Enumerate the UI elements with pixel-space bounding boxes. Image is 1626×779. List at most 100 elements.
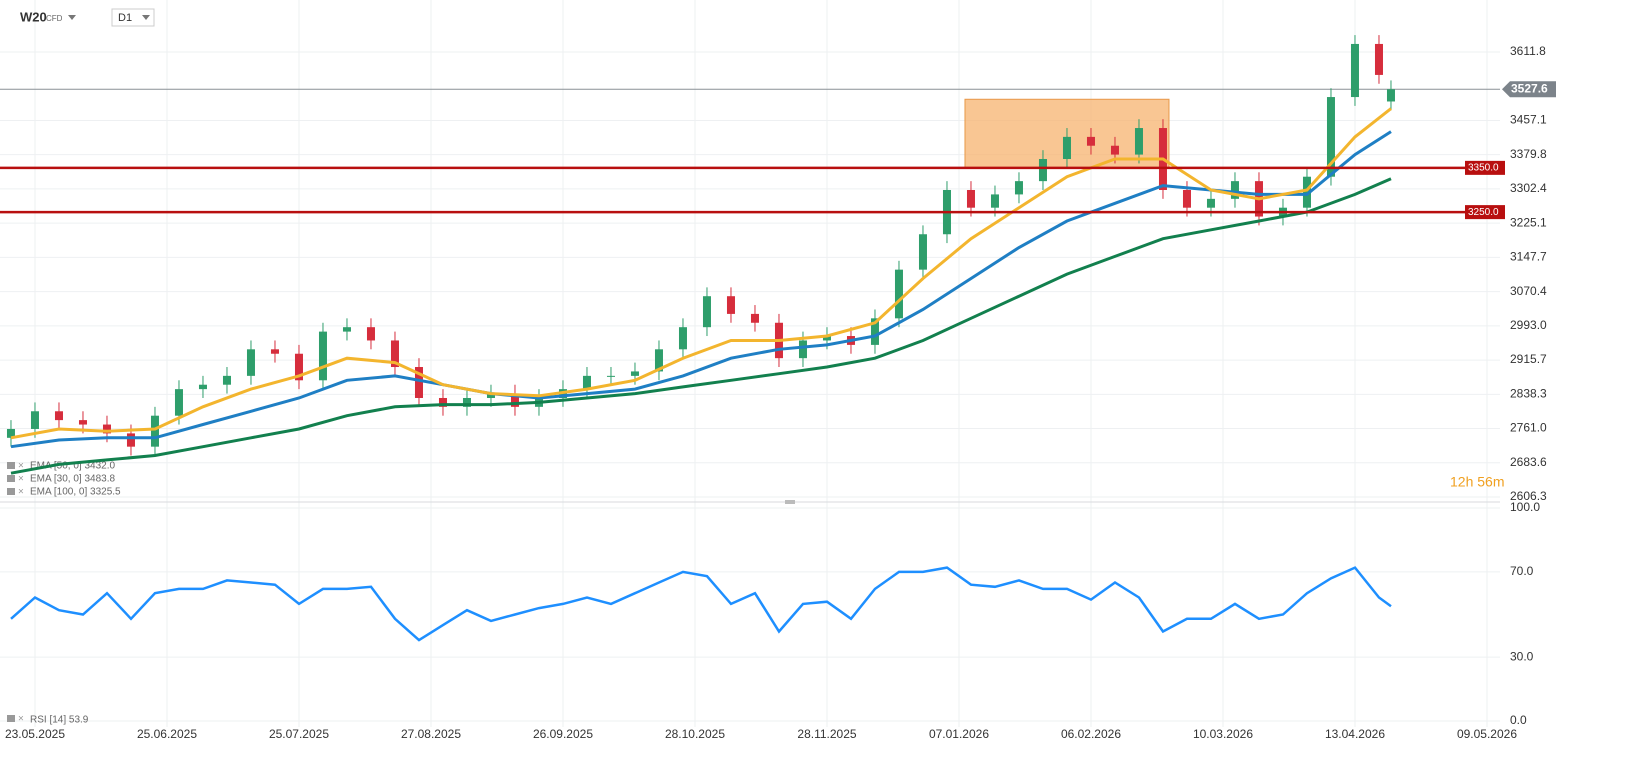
plots: 3611.8 3457.1 3379.8 3302.4 3225.1 3147.7 3070… xyxy=(0,35,1556,741)
y-tick-label: 3379.8 xyxy=(1510,147,1547,161)
candle-body xyxy=(246,349,255,376)
y-tick-label: 2838.3 xyxy=(1510,386,1547,400)
candle-body xyxy=(990,194,999,208)
candle-body xyxy=(1014,181,1023,195)
candle-body xyxy=(270,349,279,354)
instrument-type: CFD xyxy=(46,14,63,23)
candle-body xyxy=(966,189,975,208)
candle-body xyxy=(54,411,63,421)
legend-entry: RSI [14] 53.9 xyxy=(30,715,89,726)
candle-body xyxy=(462,397,471,407)
candle-body xyxy=(1206,198,1215,208)
symbol-dropdown[interactable] xyxy=(68,15,76,20)
last-price-label: 3527.6 xyxy=(1511,81,1548,95)
legend-icon[interactable] xyxy=(7,475,15,482)
level-label-box xyxy=(1465,160,1505,175)
x-tick-label: 07.01.2026 xyxy=(929,727,989,741)
x-tick-label: 09.05.2026 xyxy=(1457,727,1517,741)
timeframe-dropdown[interactable] xyxy=(142,15,150,20)
y-tick-label: 30.0 xyxy=(1510,649,1534,663)
candle-body xyxy=(1230,181,1239,199)
y-tick-label: 3147.7 xyxy=(1510,250,1547,264)
candle-body xyxy=(1302,176,1311,208)
y-tick-label: 3611.8 xyxy=(1510,44,1546,58)
y-tick-label: 0.0 xyxy=(1510,713,1527,727)
x-tick-label: 28.10.2025 xyxy=(665,727,725,741)
legend-entry: EMA [100, 0] 3325.5 xyxy=(30,487,121,498)
ema-line xyxy=(10,107,1392,440)
candle-body xyxy=(78,420,87,425)
level-label: 3350.0 xyxy=(1468,163,1499,174)
last-price-box xyxy=(1502,81,1556,98)
candle-body xyxy=(1374,43,1383,75)
candle-body xyxy=(1350,43,1359,98)
legend-remove: × xyxy=(18,487,24,498)
x-tick-label: 26.09.2025 xyxy=(533,727,593,741)
y-tick-label: 2606.3 xyxy=(1510,489,1547,503)
timeframe-select[interactable] xyxy=(111,8,155,27)
x-tick-label: 27.08.2025 xyxy=(401,727,461,741)
y-tick-label: 3070.4 xyxy=(1510,284,1547,298)
y-tick-label: 70.0 xyxy=(1510,564,1534,578)
candle-body xyxy=(678,327,687,350)
symbol: W20 xyxy=(20,9,47,24)
candle-body xyxy=(6,428,15,438)
legend-entry: EMA [50, 0] 3432.0 xyxy=(30,461,115,472)
timeframe: D1 xyxy=(118,12,132,24)
candle-body xyxy=(726,296,735,314)
candle-body xyxy=(822,336,831,341)
legend-icon[interactable] xyxy=(7,462,15,469)
legend-remove: × xyxy=(18,461,24,472)
candle-body xyxy=(870,318,879,345)
candle-body xyxy=(30,411,39,429)
x-tick-label: 10.03.2026 xyxy=(1193,727,1253,741)
candle-body xyxy=(390,340,399,368)
candle-body xyxy=(630,371,639,376)
candle-body xyxy=(438,397,447,407)
legend-remove: × xyxy=(18,474,24,485)
candle-body xyxy=(126,433,135,447)
candle-body xyxy=(894,269,903,319)
header: W20 CFD D1 xyxy=(20,8,155,27)
panel-handle[interactable] xyxy=(785,500,795,504)
x-tick-label: 25.06.2025 xyxy=(137,727,197,741)
x-tick-label: 13.04.2026 xyxy=(1325,727,1385,741)
level-label: 3250.0 xyxy=(1468,207,1499,218)
candle-body xyxy=(750,313,759,323)
x-tick-label: 06.02.2026 xyxy=(1061,727,1121,741)
legend-icon[interactable] xyxy=(7,488,15,495)
legend-entry: EMA [30, 0] 3483.8 xyxy=(30,474,115,485)
candle-body xyxy=(702,296,711,328)
y-tick-label: 2915.7 xyxy=(1510,352,1547,366)
ema-line xyxy=(10,177,1392,475)
x-tick-label: 28.11.2025 xyxy=(797,727,856,741)
candle-body xyxy=(510,393,519,407)
candle-body xyxy=(342,327,351,332)
x-tick-label: 23.05.2025 xyxy=(5,727,65,741)
candle-body xyxy=(606,375,615,377)
candle-body xyxy=(1326,97,1335,177)
candle-body xyxy=(366,327,375,341)
legend-remove: × xyxy=(18,714,24,725)
y-tick-label: 3225.1 xyxy=(1510,215,1547,229)
candle-body xyxy=(1038,159,1047,182)
y-tick-label: 3302.4 xyxy=(1510,181,1547,195)
candle-body xyxy=(1182,189,1191,208)
y-tick-label: 100.0 xyxy=(1510,500,1540,514)
candle-body xyxy=(1134,128,1143,155)
candle-body xyxy=(1110,145,1119,155)
y-tick-label: 2993.0 xyxy=(1510,318,1547,332)
level-label-box xyxy=(1465,205,1505,220)
candle-body xyxy=(654,349,663,372)
candle-body xyxy=(414,367,423,398)
ema-line xyxy=(10,130,1392,449)
candle-countdown: 12h 56m xyxy=(1450,474,1504,490)
candle-body xyxy=(294,353,303,381)
y-tick-label: 3457.1 xyxy=(1510,113,1547,127)
candle-body xyxy=(1062,136,1071,160)
legend-icon[interactable] xyxy=(7,715,15,722)
candle-body xyxy=(318,331,327,381)
rsi-line xyxy=(10,566,1392,642)
candle-body xyxy=(222,375,231,385)
